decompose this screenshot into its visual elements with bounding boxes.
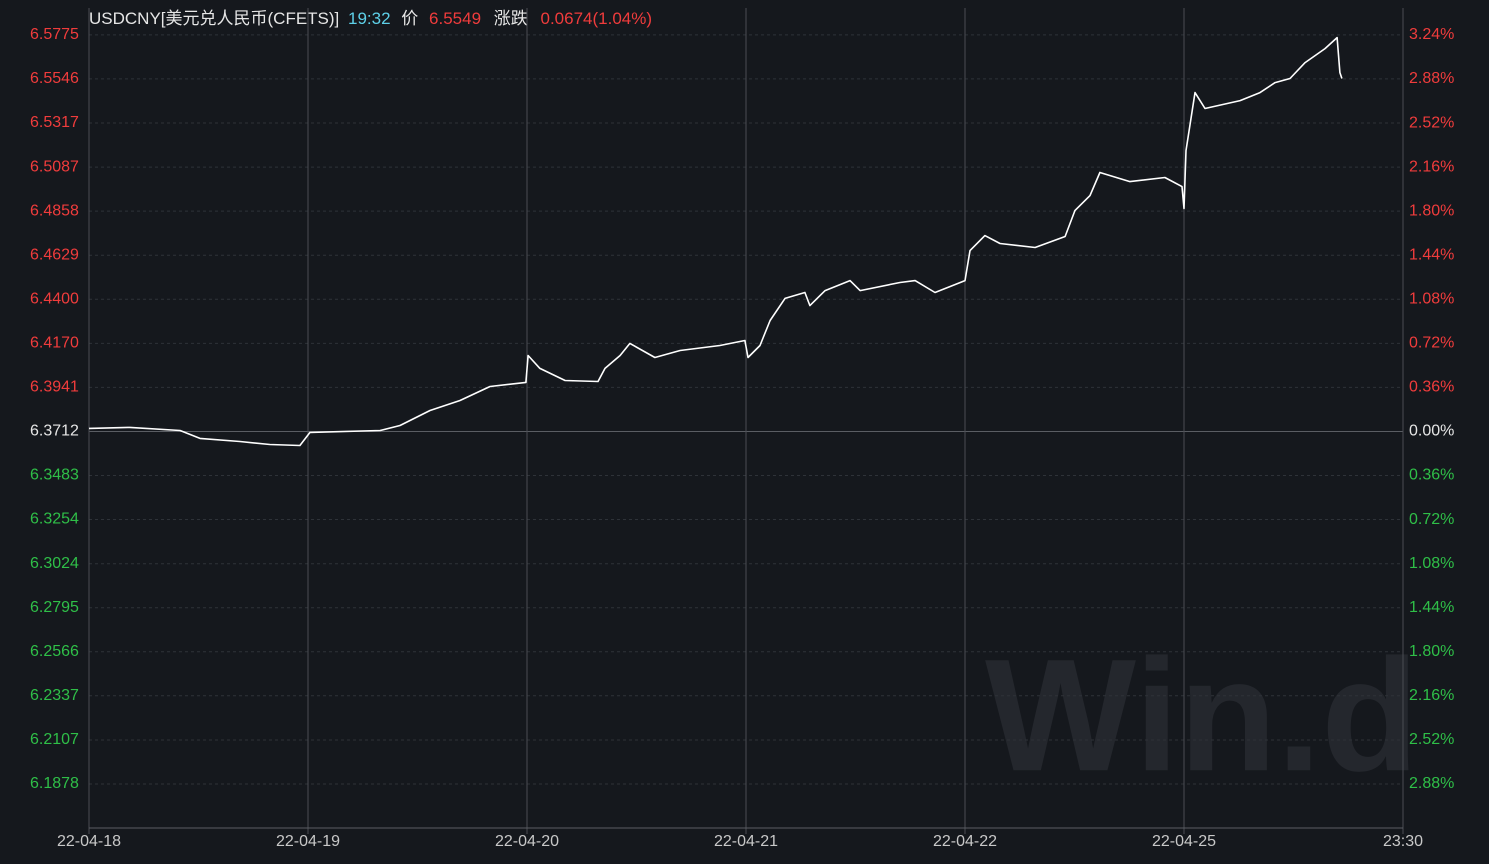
- y-tick-label: 6.4858: [30, 202, 79, 219]
- x-tick-label: 23:30: [1383, 833, 1423, 850]
- y-tick-label: 6.3941: [30, 379, 79, 396]
- y-tick-label: 6.3254: [30, 511, 79, 528]
- x-tick-label: 22-04-22: [933, 833, 997, 850]
- y2-tick-label: 2.52%: [1409, 731, 1454, 748]
- x-tick-label: 22-04-20: [495, 833, 559, 850]
- header-price: 6.5549: [429, 9, 481, 28]
- y2-tick-label: 0.00%: [1409, 423, 1454, 440]
- y2-tick-label: 3.24%: [1409, 26, 1454, 43]
- x-tick-label: 22-04-25: [1152, 833, 1216, 850]
- header-change-label: 涨跌: [494, 9, 528, 28]
- y-tick-label: 6.3024: [30, 555, 79, 572]
- y2-tick-label: 1.80%: [1409, 643, 1454, 660]
- header-time: 19:32: [348, 9, 391, 28]
- y2-tick-label: 1.80%: [1409, 202, 1454, 219]
- y-tick-label: 6.1878: [30, 775, 79, 792]
- x-tick-label: 22-04-18: [57, 833, 121, 850]
- y-tick-label: 6.2107: [30, 731, 79, 748]
- y2-tick-label: 1.08%: [1409, 291, 1454, 308]
- x-tick-label: 22-04-19: [276, 833, 340, 850]
- header-change: 0.0674(1.04%): [541, 9, 653, 28]
- y2-tick-label: 2.88%: [1409, 775, 1454, 792]
- header-price-label: 价: [401, 9, 418, 28]
- y2-tick-label: 1.08%: [1409, 555, 1454, 572]
- header-title: USDCNY[美元兑人民币(CFETS)]: [89, 9, 339, 28]
- y-tick-label: 6.5775: [30, 26, 79, 43]
- y-tick-label: 6.3483: [30, 467, 79, 484]
- y-tick-label: 6.5087: [30, 158, 79, 175]
- y2-tick-label: 0.72%: [1409, 511, 1454, 528]
- y-tick-label: 6.4400: [30, 290, 79, 307]
- y-tick-label: 6.3712: [30, 423, 79, 440]
- y2-tick-label: 2.52%: [1409, 114, 1454, 131]
- y2-tick-label: 1.44%: [1409, 599, 1454, 616]
- y-tick-label: 6.4170: [30, 335, 79, 352]
- y2-tick-label: 2.16%: [1409, 158, 1454, 175]
- y-tick-label: 6.5317: [30, 114, 79, 131]
- x-tick-label: 22-04-21: [714, 833, 778, 850]
- y2-tick-label: 2.16%: [1409, 687, 1454, 704]
- header: USDCNY[美元兑人民币(CFETS)] 19:32 价 6.5549 涨跌 …: [89, 9, 652, 28]
- y-tick-label: 6.2566: [30, 643, 79, 660]
- y2-tick-label: 1.44%: [1409, 246, 1454, 263]
- y-tick-label: 6.4629: [30, 246, 79, 263]
- y2-tick-label: 0.36%: [1409, 379, 1454, 396]
- y2-tick-label: 2.88%: [1409, 70, 1454, 87]
- watermark: Win.d: [985, 625, 1419, 804]
- y-tick-label: 6.5546: [30, 70, 79, 87]
- y-tick-label: 6.2337: [30, 687, 79, 704]
- y-tick-label: 6.2795: [30, 599, 79, 616]
- price-line: [88, 36, 1343, 447]
- y2-tick-label: 0.72%: [1409, 335, 1454, 352]
- y2-tick-label: 0.36%: [1409, 467, 1454, 484]
